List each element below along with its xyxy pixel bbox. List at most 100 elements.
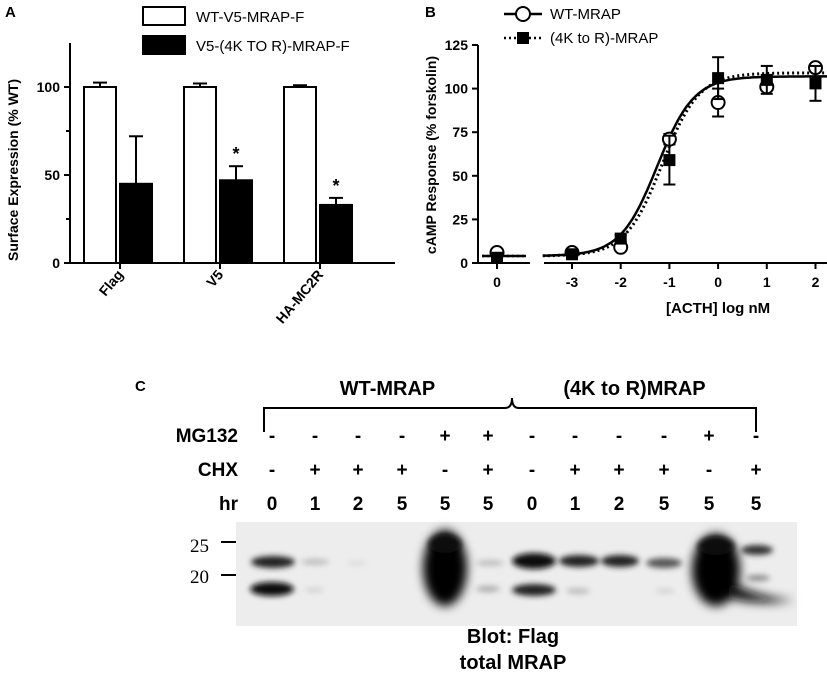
lane-2-chx: + <box>309 460 321 481</box>
lane-10-mg132: - <box>660 426 668 447</box>
y-axis-label: Surface Expression (% WT) <box>5 79 21 261</box>
x-tick-label: V5 <box>203 266 226 290</box>
y-tick-label: 0 <box>52 255 60 271</box>
lane-2-mg132: - <box>311 426 319 447</box>
y-tick-label: 100 <box>37 79 61 95</box>
y-tick-label: 25 <box>452 211 468 227</box>
lane-5-hr: 5 <box>439 494 451 515</box>
lane-3-mg132: - <box>354 426 362 447</box>
row-label-mg132: MG132 <box>175 426 238 447</box>
x-tick-label: -3 <box>566 274 579 290</box>
y-tick-label: 0 <box>460 255 468 271</box>
lane-3-hr: 2 <box>352 494 364 515</box>
legend-marker <box>517 32 529 44</box>
lane-7-chx: - <box>528 460 536 481</box>
legend-marker <box>515 6 531 22</box>
lane-7-hr: 0 <box>526 494 538 515</box>
data-point <box>566 248 578 261</box>
legend-swatch <box>142 6 186 26</box>
legend-label: WT-MRAP <box>550 6 621 23</box>
data-point <box>809 77 822 90</box>
lane-11-chx: - <box>705 460 713 481</box>
lane-1-hr: 0 <box>266 494 278 515</box>
mw-marker-25: 25 <box>190 536 209 557</box>
lane-8-hr: 1 <box>569 494 581 515</box>
x-tick-label: 0 <box>493 274 501 290</box>
lane-6-mg132: + <box>482 426 494 447</box>
lane-10-chx: + <box>658 460 670 481</box>
lane-8-chx: + <box>569 460 581 481</box>
lane-12-mg132: - <box>752 426 760 447</box>
lane-10-hr: 5 <box>658 494 670 515</box>
row-label-hr: hr <box>219 494 238 515</box>
blot-image <box>221 522 797 626</box>
y-tick-label: 50 <box>44 167 60 183</box>
x-axis-label: [ACTH] log nM <box>666 300 770 317</box>
blot-caption-line2: total MRAP <box>459 652 567 674</box>
x-tick-label: 1 <box>763 274 771 290</box>
panel-a-letter: A <box>5 4 16 21</box>
bar <box>319 203 353 264</box>
significance-star: * <box>232 144 239 164</box>
lane-4-chx: + <box>396 460 408 481</box>
data-point <box>614 232 627 245</box>
fit-curve <box>542 75 827 257</box>
panel-c-letter: C <box>135 378 146 395</box>
fit-curve <box>542 71 827 258</box>
y-tick-label: 75 <box>452 124 468 140</box>
lane-8-mg132: - <box>571 426 579 447</box>
data-point-baseline <box>491 251 503 264</box>
lane-1-mg132: - <box>268 426 276 447</box>
data-point <box>663 154 676 167</box>
lane-5-mg132: + <box>439 426 451 447</box>
bar <box>83 86 117 264</box>
lane-9-mg132: - <box>615 426 623 447</box>
lane-4-mg132: - <box>398 426 406 447</box>
bar <box>283 86 317 264</box>
legend-label: (4K to R)-MRAP <box>550 30 658 47</box>
lane-4-hr: 5 <box>396 494 408 515</box>
x-tick-label: HA-MC2R <box>273 267 327 327</box>
lane-9-hr: 2 <box>613 494 625 515</box>
legend-label: WT-V5-MRAP-F <box>196 9 304 26</box>
panel-b-letter: B <box>425 4 436 21</box>
lane-1-chx: - <box>268 460 276 481</box>
x-tick-label: 0 <box>714 274 722 290</box>
data-point <box>760 73 773 86</box>
y-tick-label: 100 <box>445 81 469 97</box>
lane-7-mg132: - <box>528 426 536 447</box>
legend-label: V5-(4K TO R)-MRAP-F <box>196 38 350 55</box>
lane-12-hr: 5 <box>750 494 762 515</box>
mw-marker-20: 20 <box>190 567 209 588</box>
group-label-4k-to-r: (4K to R)MRAP <box>563 378 706 400</box>
lane-6-hr: 5 <box>482 494 494 515</box>
significance-star: * <box>332 176 339 196</box>
lane-6-chx: + <box>482 460 494 481</box>
lane-2-hr: 1 <box>309 494 321 515</box>
x-tick-label: Flag <box>96 267 127 299</box>
lane-9-chx: + <box>613 460 625 481</box>
lane-11-mg132: + <box>703 426 715 447</box>
legend-swatch <box>142 35 186 55</box>
western-blot-panel: WT-MRAP (4K to R)MRAP MG132 CHX hr - - 0 - +… <box>0 360 827 679</box>
x-tick-label: 2 <box>812 274 820 290</box>
group-brackets <box>263 397 757 432</box>
blot-caption-line1: Blot: Flag <box>466 626 560 648</box>
y-tick-label: 50 <box>452 168 468 184</box>
lane-12-chx: + <box>750 460 762 481</box>
x-tick-label: -2 <box>614 274 627 290</box>
bar <box>119 182 153 264</box>
data-point <box>712 72 725 85</box>
bar <box>183 86 217 264</box>
lane-5-chx: - <box>441 460 449 481</box>
lane-11-hr: 5 <box>703 494 715 515</box>
y-tick-label: 125 <box>445 37 469 53</box>
bar <box>219 179 253 264</box>
bar-chart-surface-expression: 0 50 100 Surface Expression (% WT) Flag * V5 * H… <box>5 6 395 327</box>
lane-3-chx: + <box>352 460 364 481</box>
x-tick-label: -1 <box>663 274 676 290</box>
group-label-wt: WT-MRAP <box>339 378 436 400</box>
row-label-chx: CHX <box>197 460 238 481</box>
y-axis-label: cAMP Response (% forskolin) <box>423 56 439 254</box>
